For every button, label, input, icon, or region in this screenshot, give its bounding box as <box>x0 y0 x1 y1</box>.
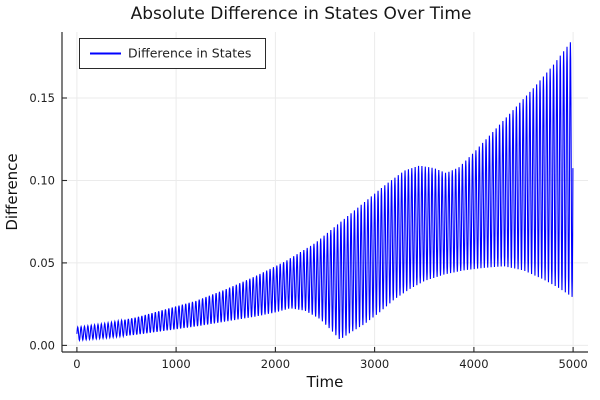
x-tick-label: 2000 <box>261 357 290 371</box>
x-tick-label: 1000 <box>161 357 190 371</box>
axes <box>61 32 588 353</box>
x-axis-ticks: 0 1000 2000 3000 4000 5000 <box>73 347 588 371</box>
y-tick-label: 0.10 <box>29 174 55 188</box>
x-axis-label: Time <box>306 373 344 391</box>
y-axis-label: Difference <box>3 153 21 230</box>
legend: Difference in States <box>79 38 266 69</box>
chart-title: Absolute Difference in States Over Time <box>131 4 472 24</box>
x-tick-label: 5000 <box>558 357 587 371</box>
y-tick-label: 0.05 <box>29 256 55 270</box>
y-tick-label: 0.15 <box>29 91 55 105</box>
y-tick-label: 0.00 <box>29 338 55 352</box>
x-tick-label: 4000 <box>459 357 488 371</box>
x-tick-label: 3000 <box>360 357 389 371</box>
series-line-difference <box>76 42 574 343</box>
y-axis-ticks: 0.00 0.05 0.10 0.15 <box>29 91 67 352</box>
x-tick-label: 0 <box>73 357 80 371</box>
legend-label: Difference in States <box>128 46 251 61</box>
